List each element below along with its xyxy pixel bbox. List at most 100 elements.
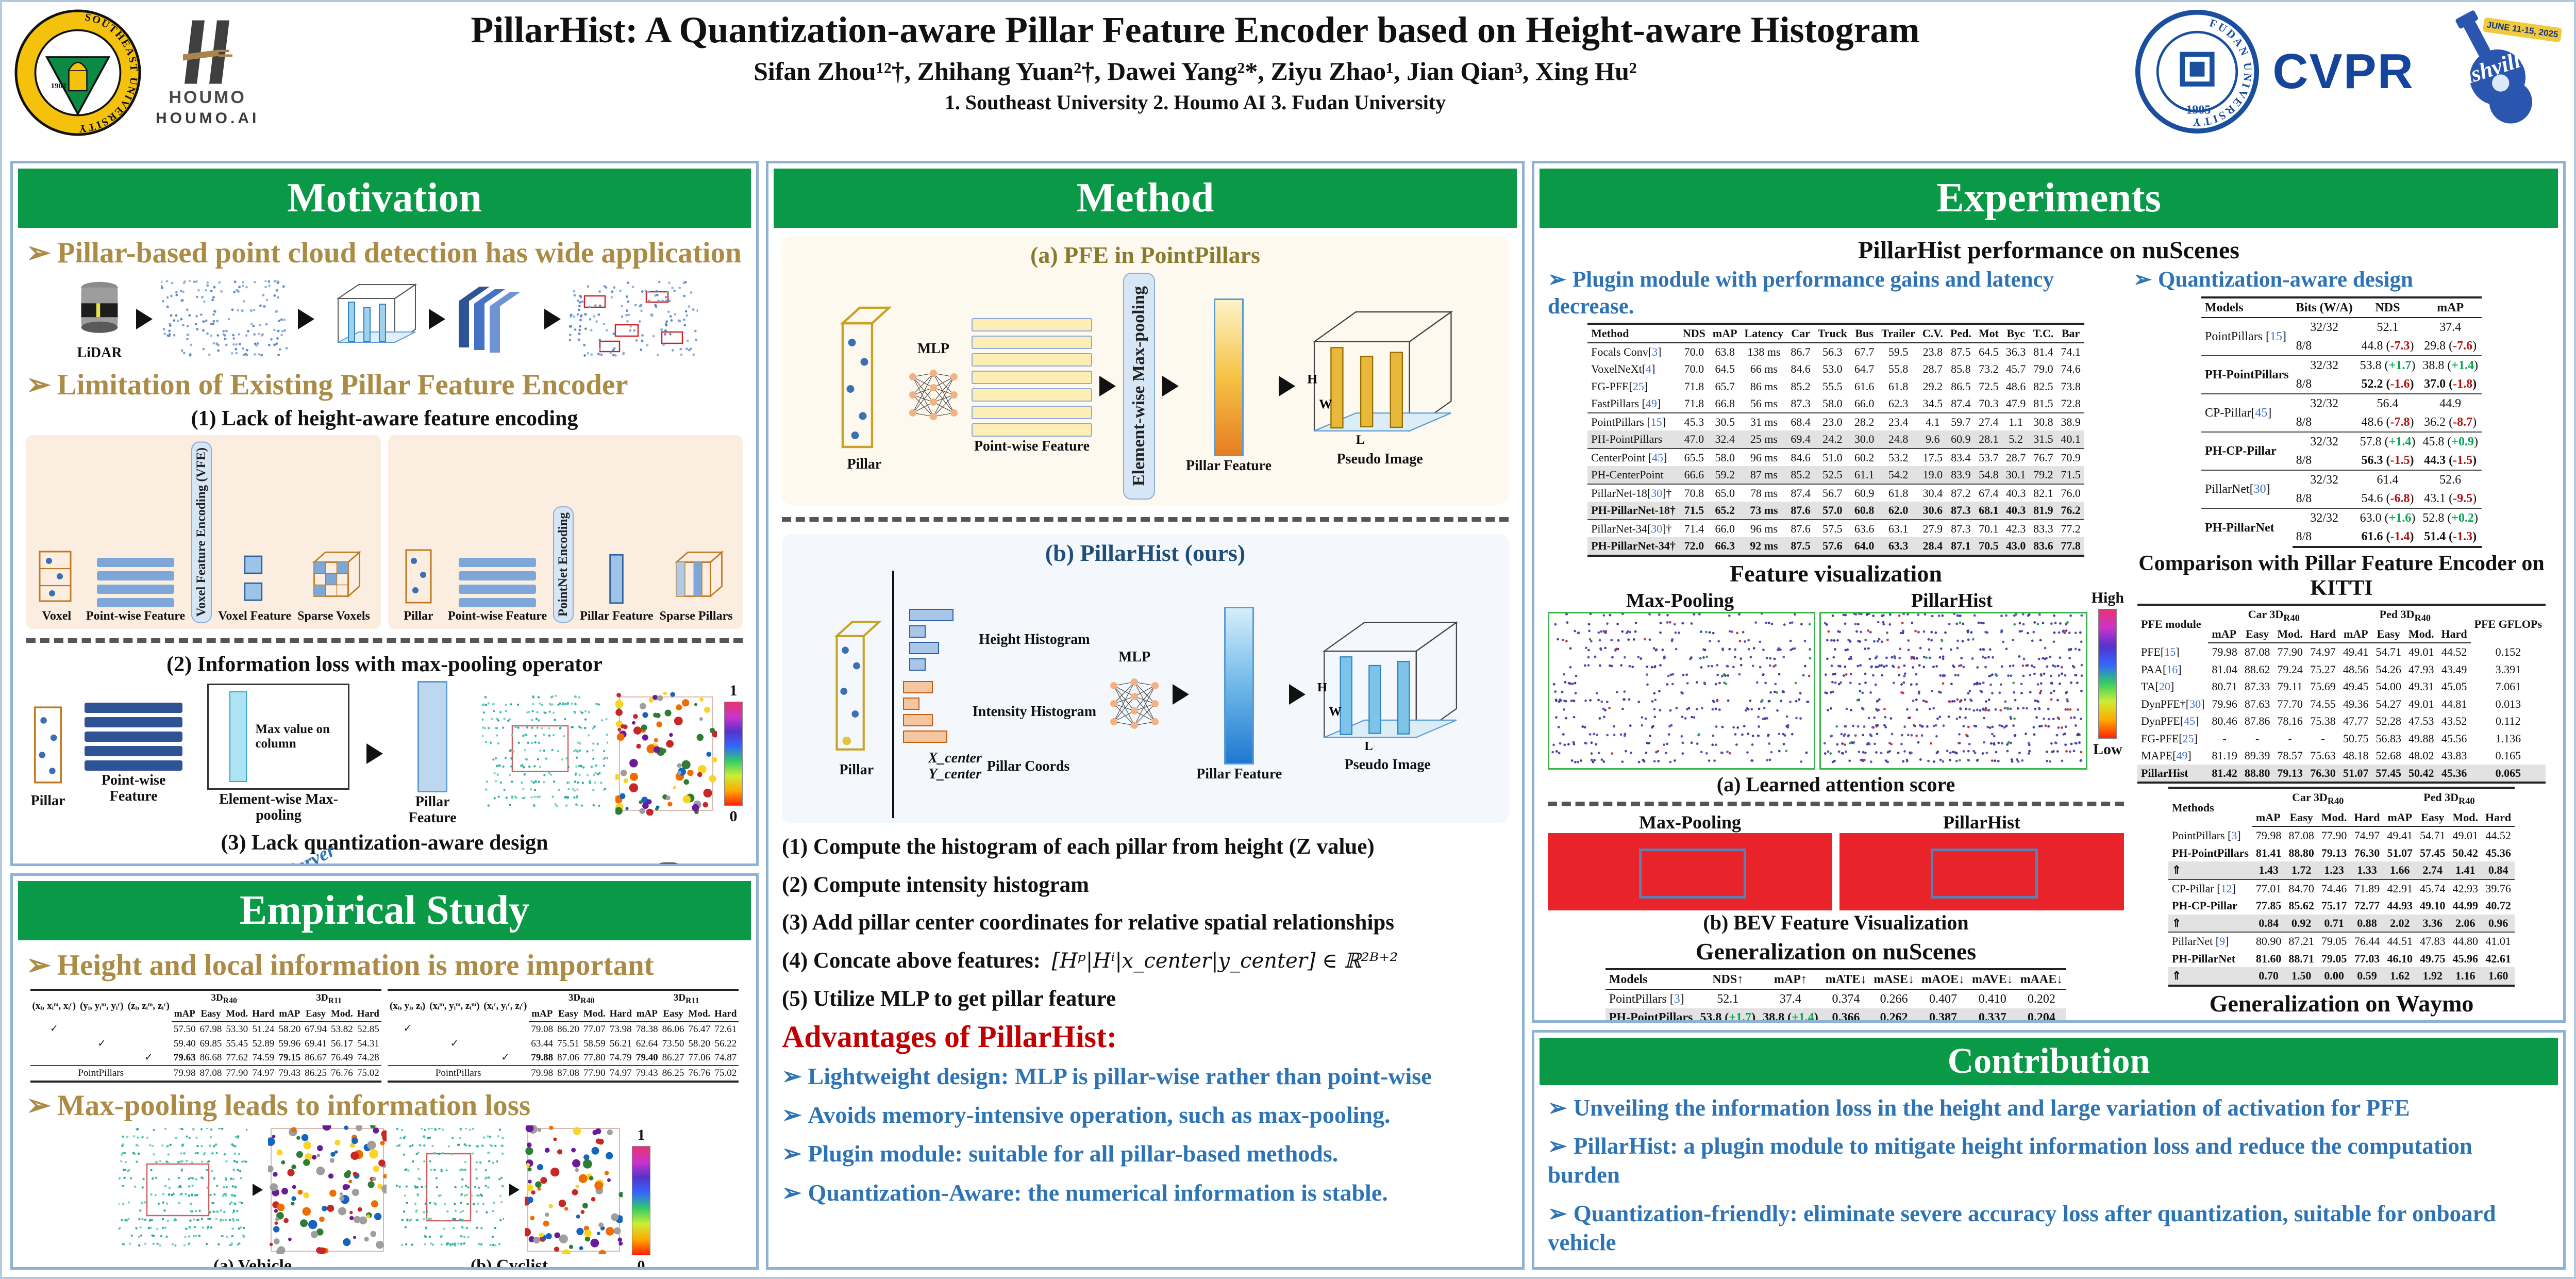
advantage-3: Plugin module: suitable for all pillar-b… [782,1139,1509,1168]
step-1: (1) Compute the histogram of each pillar… [782,835,1375,859]
maxpool-viz-label: Max-Pooling [1626,589,1734,611]
motivation-bullet-1: Pillar-based point cloud detection has w… [26,236,743,270]
houmo-logo: HOUMO HOUMO.AI [156,19,259,127]
cyclist-scan-image [396,1128,504,1247]
pillar-feature-icon [609,554,624,604]
experiments-subtitle: PillarHist performance on nuScenes [1858,237,2239,264]
arrow-icon [1099,376,1116,397]
right-logos: FUDAN UNIVERSITY 1905 CVPR Nashv [2135,7,2563,136]
kitti-pfe-table: PFE module Car 3DR40 Ped 3DR40 PFE GFLOPs mA… [2133,603,2550,784]
empirical-tables: (xᵢ, xᵢᵐ, xᵢᶜ) (yᵢ, yᵢᵐ, yᵢᶜ) (zᵢ, zᵢᵐ, zᵢ… [26,986,743,1086]
arrow-icon [1289,684,1306,705]
method-section: Method (a) PFE in PointPillars [766,161,1525,1270]
colorbar-gradient [724,702,743,806]
arrow-icon [429,308,445,329]
houmo-h-icon [182,20,232,84]
gen-nuscenes-title: Generalization on nuScenes [1695,938,1977,965]
pillar-feature-label: Pillar Feature [1196,766,1282,782]
step-3: (3) Add pillar center coordinates for re… [782,910,1395,935]
cyclist-attention-image [525,1125,623,1255]
axis-w-label: W [1329,705,1342,719]
pillar-feature-label: Pillar Feature [580,609,654,623]
pseudo-image-cube: H W L [1317,621,1459,753]
fudan-year: 1905 [2186,104,2211,117]
bev-box-outline [1638,848,1747,899]
pfe-pointpillars-figure: (a) PFE in PointPillars Pil [782,236,1509,505]
contribution-1: Unveiling the information loss in the he… [1548,1093,2550,1122]
sparse-pillars-icon [674,551,724,598]
nuscenes-plugin-table: Method NDS mAP Latency Car Truck Bus Trailer C.V… [1548,323,2124,557]
pointcloud-image [161,280,288,357]
column-method: Method (a) PFE in PointPillars [766,161,1525,1270]
sparse-voxels-label: Sparse Voxels [297,609,370,623]
max-column-highlight [229,691,247,783]
axis-l-label: L [1365,739,1373,753]
arrow-icon [366,743,383,765]
pointwise-dark-bars-icon [85,703,183,771]
vehicle-attention-image [268,1125,387,1255]
pointnet-encoder-pill: PointNet Encoding [553,506,574,623]
houmo-en-label: HOUMO.AI [156,109,260,127]
height-histogram-label: Height Histogram [979,631,1090,647]
contribution-2: PillarHist: a plugin module to mitigate … [1548,1132,2550,1190]
colorbar-gradient [2098,608,2117,739]
pillar-feature-label: Pillar Feature [1185,457,1272,474]
pillar-feature-label: Pillar Feature [408,794,457,826]
colorbar: 1 0 [632,1126,650,1267]
left-logos: SOUTHEAST UNIVERSITY 1902 HOUMO HOUMO.AI [13,8,259,137]
advantages-list: Lightweight design: MLP is pillar-wise r… [782,1062,1509,1207]
step-5: (5) Utilize MLP to get pillar feature [782,986,1116,1011]
feature-viz-title: Feature visualization [1730,560,1942,587]
colorbar-min-label: 0 [637,1257,645,1267]
empirical-study-section: Empirical Study Height and local informa… [10,873,759,1270]
network-icon [459,286,521,353]
lidar-icon [81,281,118,333]
nashville-logo: Nashville JUNE 11-15, 2025 [2428,7,2563,136]
bev-caption: (b) BEV Feature Visualization [1703,910,1969,934]
voxel-feature-icon [244,555,263,601]
pipeline-figure: LiDAR [26,277,743,361]
contribution-3: Quantization-friendly: eliminate severe … [1548,1199,2550,1257]
lidar-label: LiDAR [77,344,122,361]
motivation-bullet-2: Limitation of Existing Pillar Feature En… [26,368,743,402]
colorbar-min-label: 0 [729,808,738,825]
divider [782,517,1509,522]
pillar-label: Pillar [404,609,433,623]
step-2: (2) Compute intensity histogram [782,872,1089,897]
step-4: (4) Concate above features: [Hᵖ|Hⁱ|x_cen… [782,948,1509,974]
step-4-formula: [Hᵖ|Hⁱ|x_center|y_center] ∈ ℝ²ᴮ⁺² [1051,949,1398,973]
advantage-4: Quantization-Aware: the numerical inform… [782,1178,1509,1207]
vfe-encoder-pill: Voxel Feature Encoding (VFE) [191,441,212,623]
pillarhist-attention-image [1819,611,2087,770]
motivation-header: Motivation [18,169,751,228]
arrow-icon [136,308,153,329]
empirical-bullet-2: Max-pooling leads to information loss [26,1089,743,1123]
waymo-title: Generalization on Waymo [2209,990,2474,1017]
vehicle-pointcloud-image [481,694,609,807]
voxel-label: Voxel [42,609,72,623]
motivation-section: Motivation Pillar-based point cloud dete… [10,161,759,866]
maxpool-box: Max value on column [207,684,350,790]
height-histogram-icon [909,609,954,671]
voxel-encoding-panel: Voxel Point-wise Feature Voxel Feature E… [26,435,381,629]
pillar-feature-column [1224,606,1254,765]
fudan-university-logo-icon: FUDAN UNIVERSITY 1905 [2135,10,2260,134]
maxpool-label: Element-wise Max-pooling [219,791,338,824]
figure-b-caption: (b) Cyclist [470,1256,548,1267]
voxel-icon [39,551,72,602]
kitti-methods-table: Methods Car 3DR40 Ped 3DR40 mAP Easy Mod. Hard… [2133,787,2550,987]
mlp-label: MLP [917,340,950,357]
limitation-2-figure: Pillar Point-wise Feature Max value on c… [26,681,743,826]
arrow-icon [509,1184,520,1197]
pointwise-label: Point-wise Feature [86,609,186,623]
pillar-feature-column [1213,298,1244,456]
pillar-encoding-panel: Pillar Point-wise Feature PointNet Encod… [388,435,743,629]
pillar-coords-label: Pillar Coords [986,758,1070,774]
guitar-icon [2455,10,2532,124]
axis-h-label: H [1317,680,1327,694]
information-loss-figure: (a) Vehicle [26,1125,743,1267]
colorbar-gradient [632,1146,650,1256]
pseudo-image-cube: H W L [1307,310,1453,447]
limitation-1-figure: Voxel Point-wise Feature Voxel Feature E… [26,435,743,629]
